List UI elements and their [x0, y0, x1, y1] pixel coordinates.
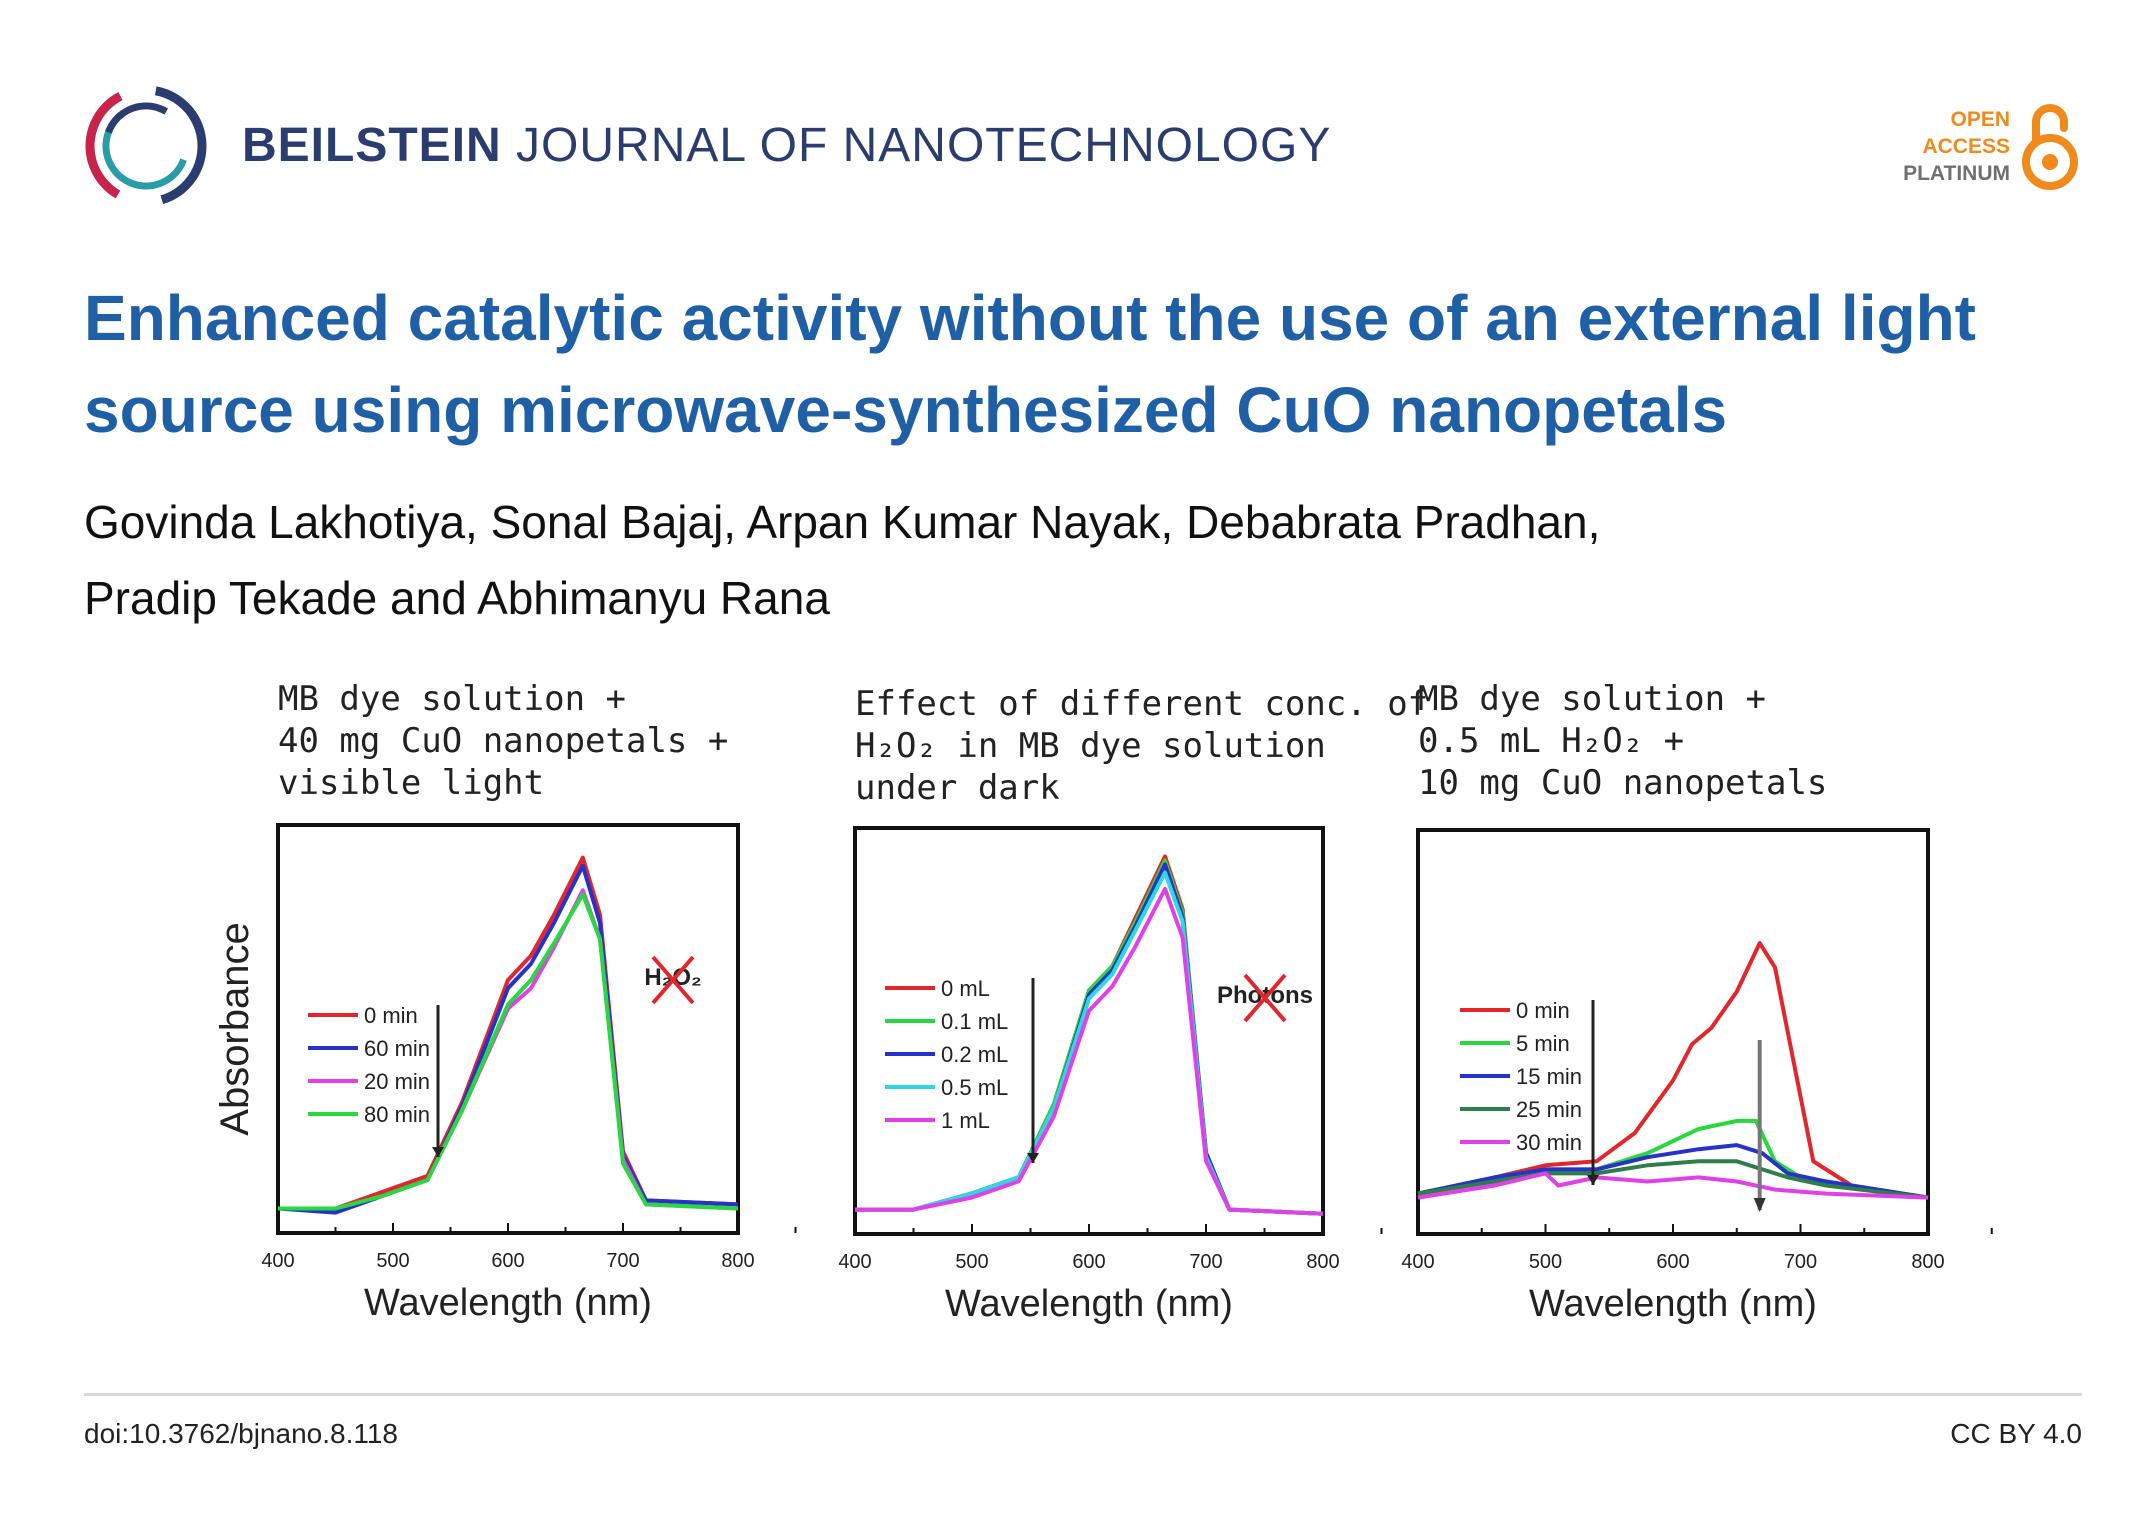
chart2-series-line: [855, 858, 1324, 1216]
chart2-x-tick-label: 400: [838, 1251, 871, 1273]
chart2-legend-label: 1 mL: [941, 1108, 990, 1133]
chart3-legend-label: 0 min: [1516, 998, 1570, 1023]
authors-line-1: Govinda Lakhotiya, Sonal Bajaj, Arpan Ku…: [84, 496, 1601, 548]
chart3-x-tick-label: 500: [1529, 1251, 1562, 1273]
chart2-x-tick-label: 600: [1072, 1251, 1105, 1273]
chart1-plot-frame: [276, 823, 740, 1235]
chart3-x-axis-label: Wavelength (nm): [1529, 1283, 1817, 1325]
chart2-series-line: [855, 886, 1324, 1216]
article-authors: Govinda Lakhotiya, Sonal Bajaj, Arpan Ku…: [84, 484, 1984, 636]
chart3-legend-label: 25 min: [1516, 1097, 1582, 1122]
chart3-series-line: [1417, 941, 1929, 1200]
chart1-x-tick-label: 700: [606, 1250, 639, 1272]
chart2-caption-line: Effect of different conc. of: [855, 684, 1428, 724]
chart2-series-line: [855, 870, 1324, 1216]
chart2-x-tick-label: 700: [1189, 1251, 1222, 1273]
chart2-legend-label: 0.5 mL: [941, 1075, 1008, 1100]
oa-line3: PLATINUM: [1903, 161, 2010, 185]
chart3-x-tick-label: 700: [1784, 1251, 1817, 1273]
chart1-legend-label: 60 min: [364, 1036, 430, 1061]
chart3-series-line: [1417, 1171, 1929, 1200]
chart2-x-tick-label: 800: [1306, 1251, 1339, 1273]
journal-brand: BEILSTEIN: [242, 119, 502, 172]
chart1-series-line: [277, 863, 739, 1215]
beilstein-logo-icon: [85, 85, 207, 207]
oa-line2: ACCESS: [1922, 134, 2010, 158]
chart1-x-tick-label: 500: [376, 1250, 409, 1272]
chart3-legend-label: 5 min: [1516, 1031, 1570, 1056]
chart3-x-tick-label: 800: [1911, 1251, 1944, 1273]
chart3-x-tick-label: 600: [1656, 1251, 1689, 1273]
chart3-caption-line: MB dye solution +: [1418, 679, 1766, 719]
chart1-series-line: [278, 892, 739, 1211]
chart2-legend-label: 0 mL: [941, 976, 990, 1001]
article-title: Enhanced catalytic activity without the …: [84, 282, 1976, 446]
chart1-x-axis-label: Wavelength (nm): [364, 1282, 652, 1324]
doi: doi:10.3762/bjnano.8.118: [84, 1418, 398, 1449]
chart1-x-tick-label: 600: [491, 1250, 524, 1272]
chart1-trend-arrowhead: [432, 1147, 444, 1157]
chart2-x-axis-label: Wavelength (nm): [945, 1283, 1233, 1325]
chart1-annotation-cross: [651, 955, 695, 1005]
chart1-legend-label: 20 min: [364, 1069, 430, 1094]
chart1-series-line: [278, 855, 739, 1211]
chart2-plot-frame: [853, 826, 1325, 1236]
chart2-legend-label: 0.1 mL: [941, 1009, 1008, 1034]
open-access-lock-icon: [2022, 104, 2078, 190]
chart1-x-tick-label: 800: [721, 1250, 754, 1272]
chart2-x-tick-label: 500: [955, 1251, 988, 1273]
chart1-x-tick-label: 400: [261, 1250, 294, 1272]
chart1-caption-line: 40 mg CuO nanopetals +: [278, 721, 728, 761]
chart2-annotation-cross: [1243, 973, 1287, 1023]
figure-svg: MB dye solution +40 mg CuO nanopetals +v…: [213, 679, 1993, 1325]
chart3-legend-label: 15 min: [1516, 1064, 1582, 1089]
chart2-caption-line: under dark: [855, 768, 1060, 808]
chart3-caption-line: 0.5 mL H₂O₂ +: [1418, 721, 1684, 761]
chart2-series-line: [855, 862, 1324, 1216]
chart3-x-tick-label: 400: [1401, 1251, 1434, 1273]
license: CC BY 4.0: [1950, 1418, 2082, 1449]
chart3-series-line: [1417, 1143, 1929, 1200]
journal-name: BEILSTEIN JOURNAL OF NANOTECHNOLOGY: [242, 118, 1331, 173]
chart1-caption-line: visible light: [278, 763, 544, 803]
oa-line1: OPEN: [1950, 107, 2010, 131]
chart1-y-axis-label: Absorbance: [213, 922, 257, 1135]
authors-line-2: Pradip Tekade and Abhimanyu Rana: [84, 572, 830, 624]
open-access-badge: OPEN ACCESS PLATINUM: [1903, 100, 2082, 192]
chart2-series-line: [855, 854, 1324, 1216]
chart1-legend-label: 0 min: [364, 1003, 418, 1028]
chart1-caption-line: MB dye solution +: [278, 679, 626, 719]
footer-divider: [84, 1393, 2082, 1396]
chart3-legend-label: 30 min: [1516, 1130, 1582, 1155]
chart3-caption-line: 10 mg CuO nanopetals: [1418, 763, 1827, 803]
chart3-plot-frame: [1416, 828, 1930, 1236]
journal-rest: JOURNAL OF NANOTECHNOLOGY: [516, 119, 1332, 172]
chart2-trend-arrowhead: [1027, 1153, 1039, 1163]
chart3-peak-arrowhead: [1753, 1198, 1766, 1212]
chart3-trend-arrowhead: [1587, 1175, 1599, 1185]
graphical-abstract: MB dye solution +40 mg CuO nanopetals + v…: [0, 660, 2150, 1360]
chart2-caption-line: H₂O₂ in MB dye solution: [855, 726, 1326, 766]
chart2-legend-label: 0.2 mL: [941, 1042, 1008, 1067]
chart1-legend-label: 80 min: [364, 1102, 430, 1127]
